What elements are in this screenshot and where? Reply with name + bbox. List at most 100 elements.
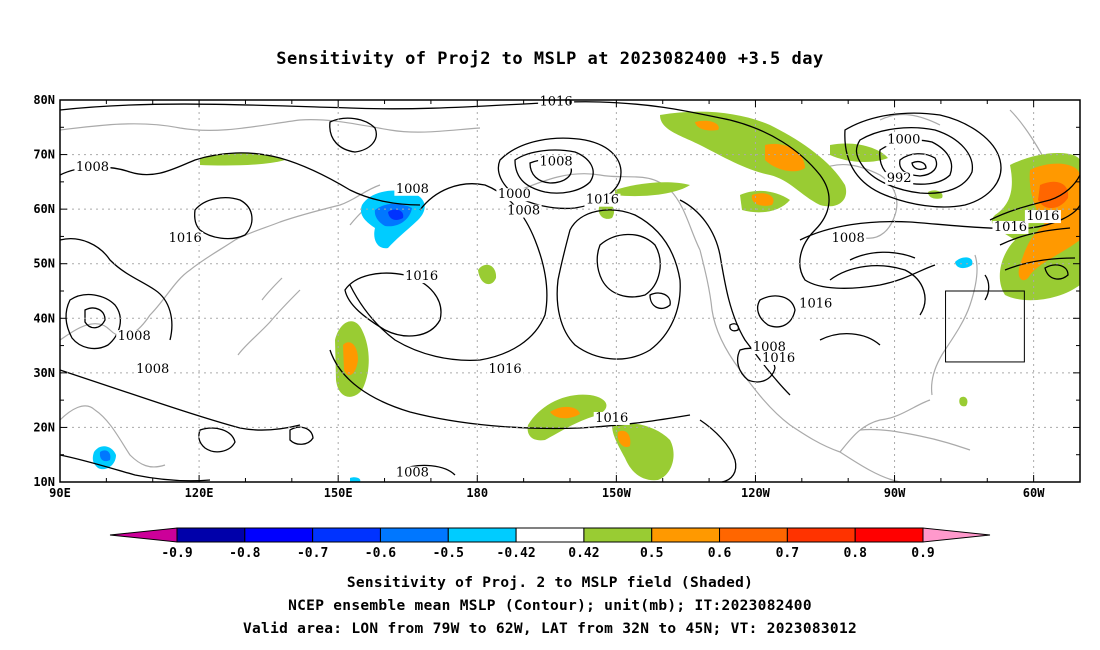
shade-negative <box>388 209 404 220</box>
shade-positive <box>660 111 847 207</box>
contour-label-bg <box>593 411 630 425</box>
contour-label: 1016 <box>1026 209 1059 224</box>
colorbar-low-triangle <box>109 527 178 543</box>
contour-label-bg <box>584 193 621 207</box>
colorbar-label: -0.7 <box>297 546 328 561</box>
lon-label: 180 <box>466 486 488 500</box>
caption-valid-area: Valid area: LON from 79W to 62W, LAT fro… <box>242 621 858 637</box>
colorbar-label: -0.6 <box>365 546 396 561</box>
colorbar-swatch <box>515 527 585 543</box>
contour-label-bg <box>1024 210 1061 224</box>
lat-label: 70N <box>33 148 55 162</box>
contour-label: 1016 <box>595 411 628 426</box>
coastlines <box>59 109 1071 483</box>
contour-label-bg <box>538 95 575 109</box>
colorbar-swatch <box>583 527 653 543</box>
lon-label: 150W <box>602 486 632 500</box>
colorbar <box>109 527 991 543</box>
contour-label: 1008 <box>396 182 429 197</box>
lat-labels: 80N 70N 60N 50N 40N 30N 20N 10N <box>33 93 55 489</box>
shade-positive <box>928 190 943 199</box>
contour-label: 1008 <box>753 340 786 355</box>
shade-orange <box>617 430 631 448</box>
contour-label: 1000 <box>887 133 920 148</box>
colorbar-label: 0.42 <box>568 546 599 561</box>
lon-label: 150E <box>324 486 353 500</box>
shade-negative <box>350 477 361 482</box>
contour-label-bg <box>538 155 575 169</box>
colorbar-label: 0.5 <box>640 546 663 561</box>
valid-area-box <box>945 290 1025 363</box>
contour-label: 1008 <box>507 204 540 219</box>
colorbar-swatch <box>379 527 449 543</box>
colorbar-swatch <box>244 527 314 543</box>
contour-label-bg <box>394 466 431 480</box>
lat-label: 80N <box>33 93 55 107</box>
map-title: Sensitivity of Proj2 to MSLP at 20230824… <box>276 49 824 69</box>
colorbar-label: 0.9 <box>911 546 934 561</box>
shade-orange <box>751 193 774 206</box>
contour-label-bg <box>797 297 834 311</box>
shade-orange <box>695 120 719 131</box>
colorbar-swatch <box>854 527 924 543</box>
shade-negative <box>99 450 111 462</box>
lat-label: 40N <box>33 311 55 325</box>
contour-label: 1008 <box>832 231 865 246</box>
lon-label: 90W <box>884 486 906 500</box>
contour-label: 1008 <box>396 466 429 481</box>
contour-label-bg <box>487 362 524 376</box>
shade-positive <box>200 152 285 166</box>
contour-label: 1008 <box>540 154 573 169</box>
contour-label-bg <box>116 330 153 344</box>
colorbar-swatch <box>786 527 856 543</box>
colorbar-label: -0.8 <box>229 546 260 561</box>
shade-positive <box>615 182 690 197</box>
shade-positive <box>959 396 968 407</box>
colorbar-high-triangle <box>922 527 991 543</box>
lat-label: 30N <box>33 366 55 380</box>
contour-label-bg <box>505 204 542 218</box>
colorbar-label: -0.9 <box>161 546 192 561</box>
lon-label: 120W <box>741 486 771 500</box>
contour-label: 1008 <box>118 329 151 344</box>
contour-label: 1016 <box>586 193 619 208</box>
lon-label: 60W <box>1023 486 1045 500</box>
colorbar-swatch <box>447 527 517 543</box>
contour-label-bg <box>885 171 914 185</box>
lat-label: 10N <box>33 475 55 489</box>
colorbar-label: 0.6 <box>708 546 732 561</box>
contour-label: 1016 <box>489 362 522 377</box>
contour-label: 1016 <box>405 269 438 284</box>
colorbar-label: -0.5 <box>433 546 464 561</box>
contour-label-bg <box>830 231 867 245</box>
contour-label: 1016 <box>799 296 832 311</box>
colorbar-label: 0.7 <box>776 546 799 561</box>
shade-positive <box>478 264 497 285</box>
sensitivity-shading <box>92 111 1080 482</box>
shade-orange <box>343 342 358 376</box>
contour-label-bg <box>134 362 171 376</box>
contour-label: 1008 <box>136 362 169 377</box>
contour-label: 1016 <box>540 94 573 109</box>
contour-labels: 1016 1008 1000 1008 1016 1008 1016 1008 1016 1008… <box>74 94 1061 481</box>
shade-negative <box>955 257 973 269</box>
contour-label: 1016 <box>169 231 202 246</box>
lon-label: 90E <box>49 486 71 500</box>
contour-label: 992 <box>887 171 912 186</box>
lon-labels: 90E 120E 150E 180 150W 120W 90W 60W <box>49 486 1045 500</box>
contour-label: 1016 <box>994 220 1027 235</box>
contour-label-bg <box>760 351 797 365</box>
colorbar-label: 0.8 <box>843 546 867 561</box>
shade-positive <box>598 203 615 219</box>
shade-orange <box>550 406 580 419</box>
axis-ticks <box>59 99 1081 483</box>
caption-contour: NCEP ensemble mean MSLP (Contour); unit(… <box>288 598 812 614</box>
contour-label-bg <box>992 220 1029 234</box>
colorbar-swatch <box>176 527 246 543</box>
lat-label: 20N <box>33 420 55 434</box>
colorbar-swatch <box>719 527 788 543</box>
lat-label: 60N <box>33 202 55 216</box>
contour-label: 1000 <box>498 187 531 202</box>
contour-label: 1008 <box>76 160 109 175</box>
